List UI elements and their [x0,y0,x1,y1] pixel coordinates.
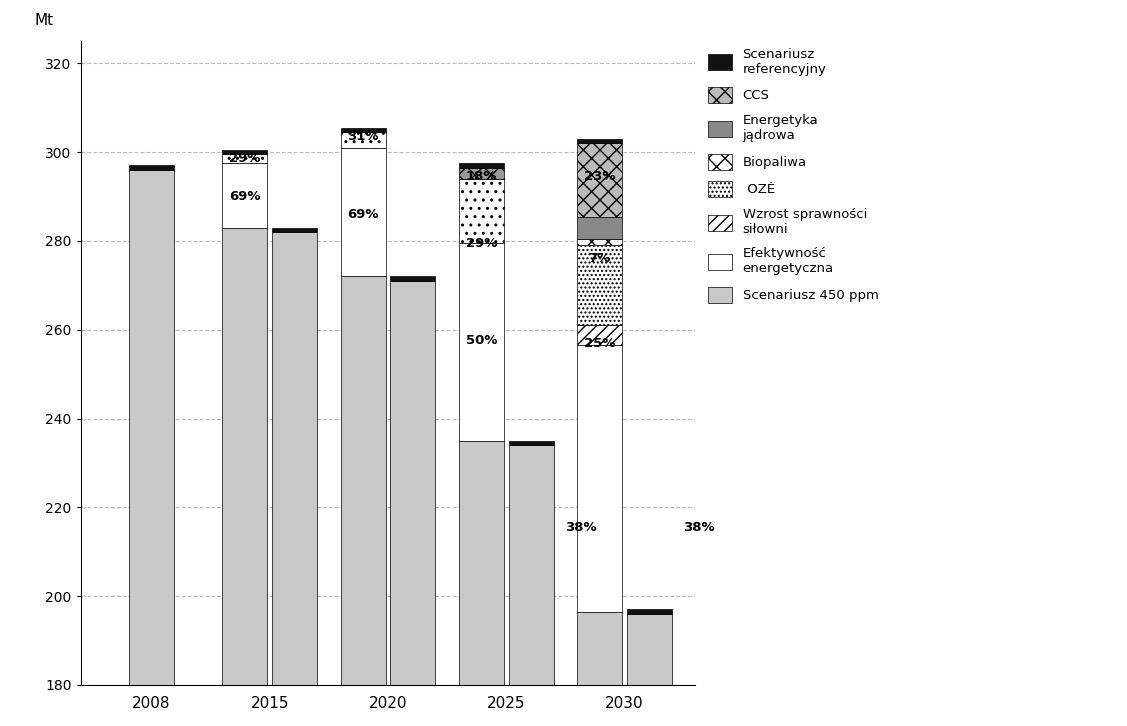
Text: 18%: 18% [465,170,497,183]
Text: 38%: 38% [683,521,715,534]
Text: 50%: 50% [465,335,497,347]
Bar [340,277,385,685]
Bar [459,243,504,441]
Text: 29%: 29% [465,237,497,250]
Bar [577,611,622,685]
Bar [222,228,267,685]
Text: 23%: 23% [584,170,615,183]
Legend: Scenariusz
referencyjny, CCS, Energetyka
jądrowa, Biopaliwa,  OZĖ, Wzrost sprawn: Scenariusz referencyjny, CCS, Energetyka… [708,48,878,303]
Bar [577,245,622,325]
Bar [577,346,622,611]
Text: 69%: 69% [347,208,379,221]
Text: 29%: 29% [229,152,260,166]
Bar [577,325,622,346]
Bar [390,277,435,281]
Text: Mt: Mt [35,13,53,28]
Bar [222,163,267,228]
Bar [577,239,622,245]
Bar [222,155,267,163]
Bar [272,228,317,232]
Bar [222,150,267,155]
Bar [627,609,672,614]
Bar [459,168,504,179]
Bar [340,128,385,132]
Bar [508,445,553,685]
Text: 31%: 31% [347,130,379,143]
Bar [128,166,174,170]
Bar [577,216,622,239]
Bar [459,179,504,243]
Bar [459,441,504,685]
Text: 38%: 38% [565,521,596,534]
Bar [128,170,174,685]
Bar [340,132,385,147]
Bar [577,143,622,216]
Bar [627,614,672,685]
Bar [577,139,622,143]
Bar [459,163,504,168]
Text: 25%: 25% [584,337,615,349]
Bar [508,441,553,445]
Bar [272,232,317,685]
Text: 69%: 69% [229,190,260,203]
Text: 7%: 7% [588,252,611,265]
Bar [390,281,435,685]
Bar [340,147,385,277]
